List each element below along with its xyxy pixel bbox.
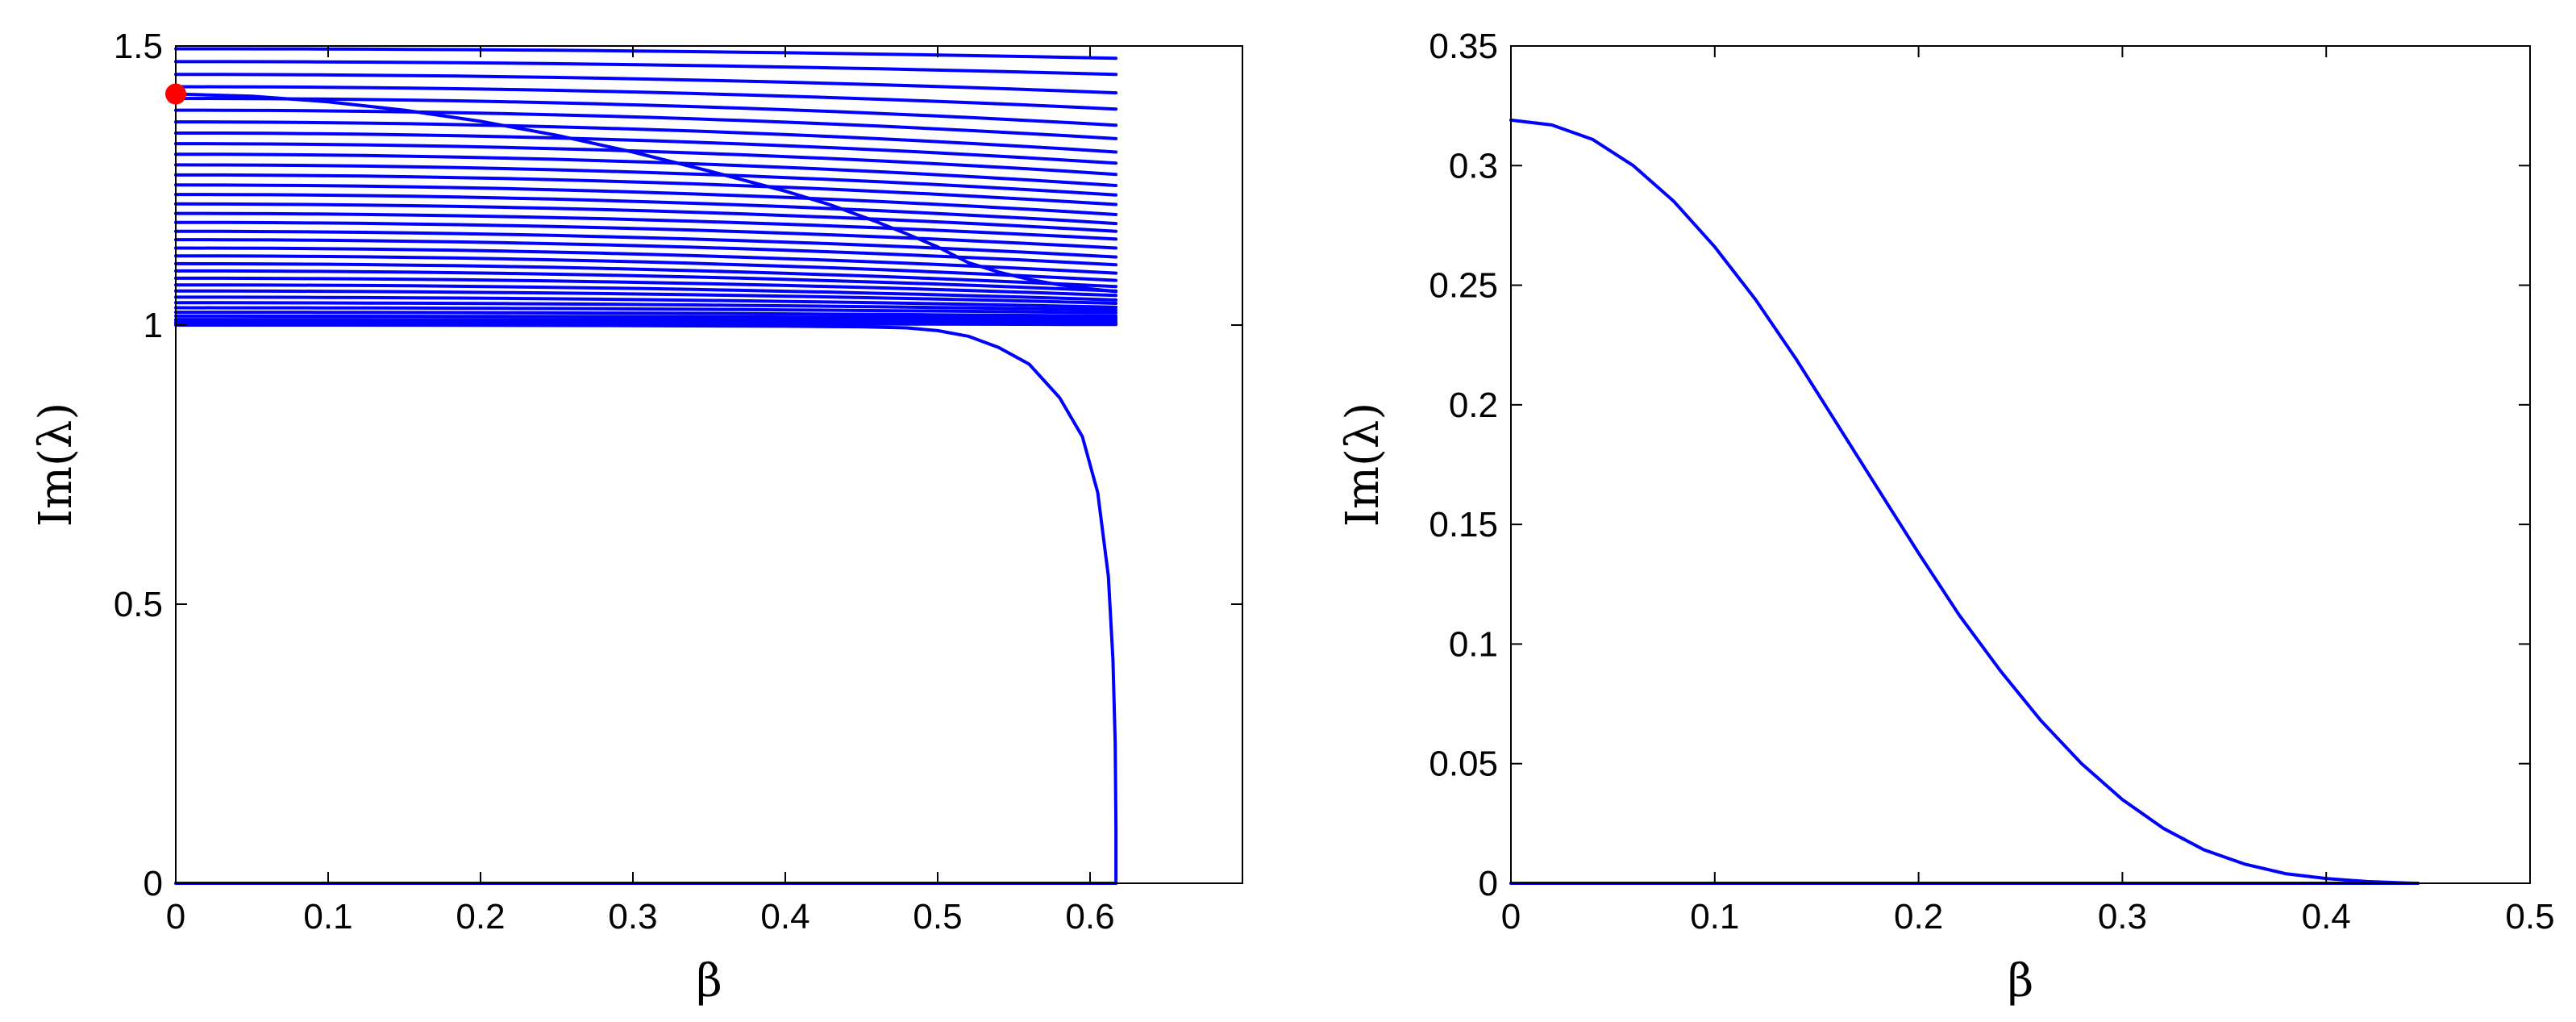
right-chart-y-axis-label: Im(λ): [1337, 403, 1389, 527]
band-line-series: [174, 183, 1118, 216]
x-tick-label: 0.4: [760, 897, 809, 936]
left-chart-ticks: [175, 45, 1242, 884]
band-line-series: [174, 229, 1118, 259]
band-line-series: [174, 120, 1118, 154]
y-tick-label: 0.5: [114, 585, 163, 624]
right-chart-y-tick-labels: 0 0.05 0.1 0.15 0.2 0.25 0.3 0.35: [1429, 27, 1498, 903]
band-line-series: [174, 283, 1118, 302]
y-tick-label: 0.35: [1429, 27, 1498, 66]
band-line-series: [174, 254, 1118, 282]
left-chart-x-tick-labels: 0 0.1 0.2 0.3 0.4 0.5 0.6: [166, 897, 1115, 936]
band-line-series: [174, 269, 1118, 293]
y-tick-label: 1: [144, 306, 163, 345]
band-line-series: [174, 314, 1118, 320]
y-tick-label: 0.3: [1449, 146, 1498, 186]
right-chart: 0 0.1 0.2 0.3 0.4 0.5 00.050.10.150.20.250.30…: [1337, 27, 2555, 1007]
right-chart-x-tick-labels: 0 0.1 0.2 0.3 0.4 0.5: [1501, 897, 2555, 936]
band-line-series: [174, 173, 1118, 206]
series-line: [1509, 118, 2420, 885]
right-chart-axes-frame: [1510, 45, 2531, 884]
series-line: [174, 92, 1118, 294]
band-line-series: [174, 246, 1118, 275]
band-line-series: [174, 73, 1118, 95]
right-chart-x-axis-label: β: [2008, 955, 2033, 1007]
x-tick-label: 0.3: [2098, 897, 2147, 936]
band-line-series: [174, 47, 1118, 60]
x-tick-label: 0: [1501, 897, 1521, 936]
y-tick-label: 1.5: [114, 27, 163, 66]
x-tick-label: 0.2: [1894, 897, 1943, 936]
x-tick-label: 0.1: [1690, 897, 1739, 936]
band-line-series: [174, 276, 1118, 298]
band-line-series: [174, 311, 1118, 318]
y-tick-label: 0.1: [1449, 624, 1498, 664]
left-chart-curves: [174, 47, 1118, 885]
right-chart-ticks: [1510, 45, 2531, 884]
band-line-series: [174, 108, 1118, 140]
band-line-series: [174, 261, 1118, 289]
x-tick-label: 0.5: [913, 897, 962, 936]
x-tick-label: 0.5: [2505, 897, 2554, 936]
left-chart-axes-frame: [175, 45, 1243, 884]
band-line-series: [174, 97, 1118, 127]
x-tick-label: 0.2: [456, 897, 505, 936]
band-line-series: [174, 289, 1118, 305]
x-tick-label: 0.3: [608, 897, 657, 936]
left-chart-x-axis-label: β: [696, 955, 722, 1007]
band-line-series: [174, 220, 1118, 250]
band-line-series: [174, 295, 1118, 309]
highlight-marker: [165, 83, 186, 105]
band-line-series: [174, 142, 1118, 177]
x-tick-label: 0.6: [1065, 897, 1114, 936]
y-tick-label: 0: [1479, 864, 1498, 903]
x-tick-label: 0.4: [2302, 897, 2351, 936]
y-tick-label: 0: [144, 864, 163, 903]
band-line-series: [174, 163, 1118, 197]
series-line: [174, 323, 1118, 885]
band-line-series: [174, 301, 1118, 312]
band-line-series: [174, 152, 1118, 187]
band-line-series: [174, 131, 1118, 165]
y-tick-label: 0.25: [1429, 266, 1498, 306]
left-chart: 0 0.1 0.2 0.3 0.4 0.5 0.6 0 0.5 1 1.5 β Im(λ): [30, 27, 1243, 1007]
band-line-series: [174, 306, 1118, 315]
band-line-series: [174, 211, 1118, 241]
y-tick-label: 0.15: [1429, 505, 1498, 544]
band-line-series: [174, 202, 1118, 233]
y-tick-label: 0.2: [1449, 386, 1498, 425]
band-line-series: [174, 60, 1118, 77]
x-tick-label: 0: [166, 897, 185, 936]
left-chart-y-tick-labels: 0 0.5 1 1.5: [114, 27, 163, 903]
band-line-series: [174, 193, 1118, 226]
y-tick-label: 0.05: [1429, 745, 1498, 784]
band-line-series: [174, 85, 1118, 111]
x-tick-label: 0.1: [303, 897, 352, 936]
band-line-series: [174, 319, 1118, 325]
band-line-series: [174, 318, 1118, 323]
band-line-series: [174, 321, 1118, 327]
left-chart-y-axis-label: Im(λ): [30, 403, 82, 527]
